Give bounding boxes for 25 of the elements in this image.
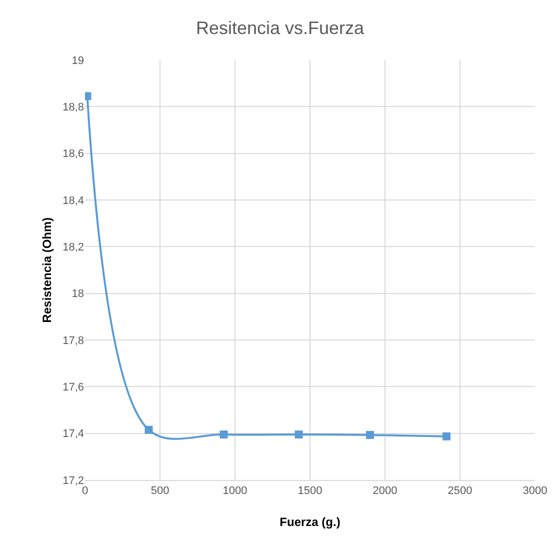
y-tick-label: 17,4	[62, 428, 84, 440]
x-tick-label: 3000	[522, 485, 548, 498]
x-tick-label: 0	[82, 485, 88, 498]
x-tick-label: 500	[150, 485, 170, 498]
y-tick-label: 18,2	[62, 242, 84, 254]
x-tick-label: 2500	[448, 485, 472, 498]
point	[366, 430, 374, 439]
chart-title: Resitencia vs.Fuerza	[196, 18, 366, 38]
point	[144, 426, 153, 434]
y-axis-title: Resistencia (Ohm)	[40, 217, 54, 323]
point	[294, 430, 303, 438]
y-tick-label: 18,6	[62, 148, 84, 160]
y-tick-label: 17,2	[62, 474, 84, 487]
y-tick-label: 17,8	[62, 334, 84, 347]
x-tick-label: 2000	[372, 485, 398, 498]
y-tick-label: 17,6	[62, 382, 84, 394]
y-tick-label: 18,4	[62, 194, 84, 207]
y-tick-label: 18,8	[62, 102, 84, 114]
x-tick-label: 1000	[222, 485, 248, 498]
point	[442, 432, 450, 440]
x-tick-label: 1500	[298, 485, 322, 498]
y-tick-label: 19	[72, 54, 84, 67]
y-tick-label: 18	[72, 288, 84, 300]
x-axis-title: Fuerza (g.)	[280, 515, 340, 529]
point	[220, 430, 228, 438]
